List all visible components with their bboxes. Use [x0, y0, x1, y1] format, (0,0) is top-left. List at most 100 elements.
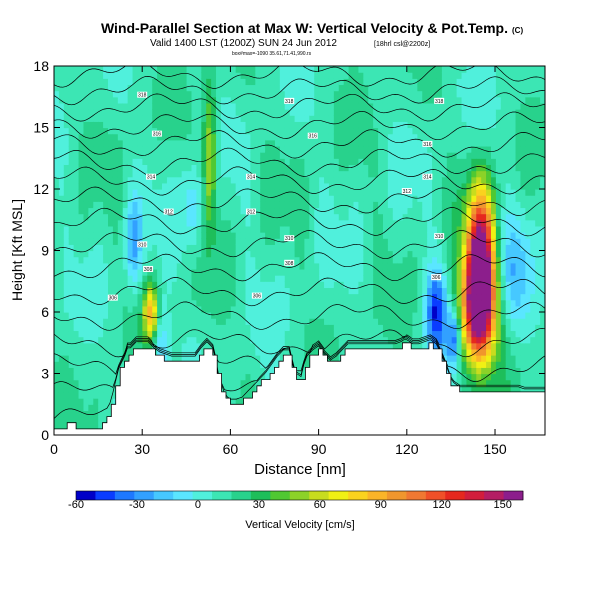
velocity-cell — [98, 305, 104, 313]
velocity-cell — [270, 90, 276, 98]
velocity-cell — [260, 145, 266, 153]
velocity-cell — [201, 164, 207, 172]
velocity-cell — [122, 318, 129, 325]
velocity-cell — [63, 410, 70, 418]
velocity-cell — [368, 72, 374, 79]
velocity-cell — [284, 305, 291, 313]
velocity-cell — [412, 330, 418, 338]
velocity-cell — [328, 90, 335, 98]
velocity-cell — [294, 127, 301, 135]
velocity-cell — [373, 262, 379, 270]
velocity-cell — [93, 90, 99, 98]
velocity-cell — [196, 250, 202, 258]
velocity-cell — [309, 195, 315, 202]
velocity-cell — [382, 244, 389, 252]
velocity-cell — [397, 66, 404, 73]
velocity-cell — [108, 78, 114, 86]
velocity-cell — [417, 324, 423, 332]
velocity-cell — [402, 244, 409, 252]
velocity-cell — [73, 145, 80, 153]
velocity-cell — [230, 281, 237, 288]
velocity-cell — [461, 379, 468, 387]
velocity-cell — [191, 189, 197, 196]
velocity-cell — [211, 176, 217, 184]
velocity-cell — [348, 72, 355, 79]
velocity-cell — [255, 158, 261, 165]
velocity-cell — [98, 238, 104, 245]
velocity-cell — [201, 318, 207, 325]
velocity-cell — [225, 127, 232, 135]
velocity-cell — [382, 330, 389, 338]
velocity-cell — [108, 133, 114, 141]
velocity-cell — [142, 305, 148, 313]
velocity-cell — [378, 275, 384, 282]
velocity-cell — [93, 115, 99, 122]
velocity-cell — [152, 330, 158, 338]
velocity-cell — [127, 250, 134, 258]
velocity-cell — [392, 78, 399, 86]
velocity-cell — [451, 189, 458, 196]
velocity-cell — [68, 121, 75, 129]
velocity-cell — [260, 139, 266, 147]
velocity-cell — [446, 336, 453, 344]
velocity-cell — [68, 355, 75, 362]
velocity-cell — [432, 244, 438, 252]
velocity-cell — [196, 312, 202, 319]
velocity-cell — [402, 225, 409, 233]
velocity-cell — [255, 318, 261, 325]
velocity-cell — [176, 84, 183, 92]
velocity-cell — [412, 121, 418, 129]
velocity-cell — [152, 207, 158, 215]
velocity-cell — [211, 139, 217, 147]
velocity-cell — [230, 84, 237, 92]
velocity-cell — [166, 201, 173, 209]
velocity-cell — [373, 268, 379, 276]
velocity-cell — [358, 121, 364, 129]
velocity-cell — [250, 182, 256, 190]
velocity-cell — [274, 219, 281, 227]
velocity-cell — [171, 158, 178, 165]
velocity-cell — [456, 232, 463, 239]
velocity-cell — [358, 213, 364, 221]
velocity-cell — [98, 373, 104, 381]
velocity-cell — [412, 84, 418, 92]
velocity-cell — [235, 121, 242, 129]
velocity-cell — [166, 102, 173, 110]
velocity-cell — [456, 201, 463, 209]
velocity-cell — [407, 293, 414, 301]
velocity-cell — [63, 398, 70, 405]
velocity-cell — [289, 72, 296, 79]
velocity-cell — [88, 287, 94, 295]
velocity-cell — [147, 66, 153, 73]
velocity-cell — [83, 312, 89, 319]
velocity-cell — [206, 78, 212, 86]
velocity-cell — [456, 250, 463, 258]
velocity-cell — [245, 355, 251, 362]
velocity-cell — [382, 342, 389, 350]
velocity-cell — [412, 207, 418, 215]
velocity-cell — [216, 176, 222, 184]
velocity-cell — [456, 342, 463, 350]
velocity-cell — [127, 293, 134, 301]
velocity-cell — [328, 342, 335, 350]
velocity-cell — [353, 287, 360, 295]
velocity-cell — [88, 102, 94, 110]
velocity-cell — [142, 232, 148, 239]
velocity-cell — [373, 293, 379, 301]
velocity-cell — [451, 256, 458, 264]
velocity-cell — [304, 115, 310, 122]
velocity-cell — [58, 115, 65, 122]
velocity-cell — [333, 324, 340, 332]
velocity-cell — [240, 127, 247, 135]
velocity-cell — [353, 225, 360, 233]
velocity-cell — [387, 90, 394, 98]
velocity-cell — [235, 78, 242, 86]
velocity-cell — [68, 78, 75, 86]
velocity-cell — [235, 342, 242, 350]
velocity-cell — [314, 84, 320, 92]
velocity-cell — [78, 355, 85, 362]
velocity-cell — [270, 84, 276, 92]
velocity-cell — [294, 195, 301, 202]
velocity-cell — [387, 121, 394, 129]
velocity-cell — [58, 96, 65, 104]
